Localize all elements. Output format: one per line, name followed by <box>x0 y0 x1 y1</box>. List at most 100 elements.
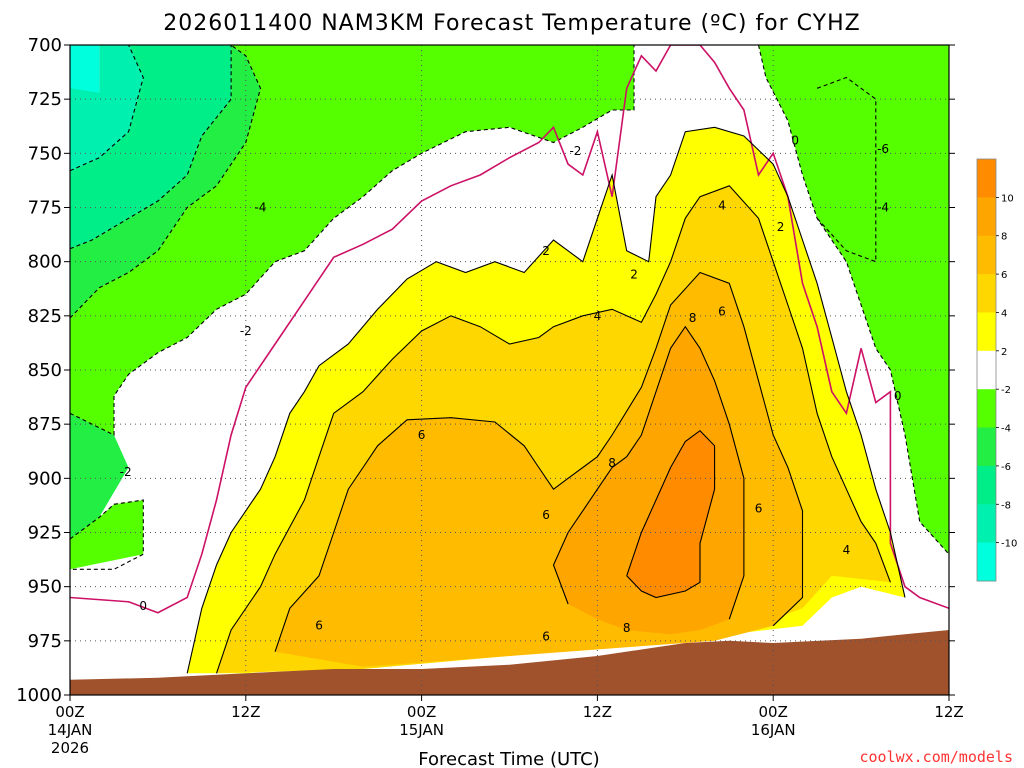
temp-region--4 <box>70 413 129 539</box>
contour-label: 8 <box>608 456 616 470</box>
contour-line <box>70 45 262 319</box>
contour-label: -2 <box>569 144 581 158</box>
contour-line <box>274 271 804 652</box>
contour-label: -6 <box>877 142 889 156</box>
chart-title: 2026011400 NAM3KM Forecast Temperature (… <box>163 11 860 36</box>
y-tick-label: 925 <box>28 523 62 544</box>
contour-label: 8 <box>623 621 631 635</box>
colorbar-label: 4 <box>1001 308 1007 319</box>
contour-label: 6 <box>718 305 726 319</box>
y-tick-label: 975 <box>28 631 62 652</box>
contour-label: 6 <box>542 630 550 644</box>
contour-line <box>70 45 949 614</box>
contour-label: 2 <box>542 244 550 258</box>
y-tick-label: 825 <box>28 306 62 327</box>
colorbar-swatch <box>977 235 996 275</box>
colorbar-label: -8 <box>1001 500 1011 511</box>
colorbar-swatch <box>977 274 996 313</box>
contour-label: 0 <box>139 599 147 613</box>
x-tick-time: 00Z <box>407 703 436 721</box>
contour-label: -4 <box>254 201 266 215</box>
x-tick-time: 12Z <box>231 703 260 721</box>
colorbar-swatch <box>977 427 996 467</box>
contour-line <box>757 45 949 555</box>
y-tick-label: 800 <box>28 252 62 273</box>
contour-label: 8 <box>689 311 697 325</box>
colorbar-swatch <box>977 159 996 198</box>
colorbar-label: -6 <box>1001 462 1011 473</box>
contour-label: 6 <box>418 428 426 442</box>
contour-label: 4 <box>594 309 602 323</box>
contour-label: 0 <box>791 133 799 147</box>
y-tick-label: 950 <box>28 577 62 598</box>
colorbar-label: -10 <box>1001 539 1017 550</box>
contour-line <box>626 429 716 599</box>
y-tick-label: 775 <box>28 198 62 219</box>
x-tick-year: 2026 <box>51 739 89 757</box>
contour-label: -4 <box>877 201 889 215</box>
y-tick-label: 850 <box>28 360 62 381</box>
contour-label: 0 <box>894 389 902 403</box>
x-tick-time: 00Z <box>55 703 84 721</box>
temp-region--6 <box>70 45 232 249</box>
contour-label: 4 <box>843 543 851 557</box>
colorbar-swatch <box>977 389 996 429</box>
contour-label: 6 <box>315 619 323 633</box>
temp-region--10 <box>70 45 100 93</box>
contour-line <box>70 45 144 172</box>
y-tick-label: 900 <box>28 468 62 489</box>
y-tick-label: 750 <box>28 143 62 164</box>
y-tick-label: 725 <box>28 89 62 110</box>
colorbar-swatch <box>977 504 996 544</box>
ground-terrain <box>70 630 949 695</box>
x-tick-time: 00Z <box>759 703 788 721</box>
x-tick-date: 16JAN <box>751 721 796 739</box>
temp-region--2 <box>758 45 949 555</box>
colorbar-swatch <box>977 350 996 390</box>
contour-line <box>186 126 906 674</box>
contour-label: 6 <box>542 508 550 522</box>
contour-line <box>816 76 877 263</box>
contour-line <box>70 45 635 436</box>
source-credit: coolwx.com/models <box>859 748 1013 766</box>
colorbar-swatch <box>977 465 996 505</box>
contour-label: 6 <box>755 502 763 516</box>
colorbar-legend: 10 8 6 4 2 -2 -4 -6 -8 -10 <box>976 158 1017 582</box>
y-tick-label: 700 <box>28 35 62 56</box>
colorbar-label: 10 <box>1001 193 1014 204</box>
colorbar-swatch <box>977 197 996 237</box>
y-tick-label: 1000 <box>16 685 62 706</box>
x-tick-date: 15JAN <box>399 721 444 739</box>
temp-region-10 <box>626 430 715 598</box>
temp-region--2 <box>70 500 144 570</box>
y-tick-label: 875 <box>28 414 62 435</box>
contour-label: 2 <box>630 268 638 282</box>
colorbar-frame <box>976 158 997 582</box>
contour-label: 4 <box>718 198 726 212</box>
temperature-fill-regions <box>70 45 949 695</box>
isotherm-contours <box>70 45 949 674</box>
temp-region--8 <box>70 45 144 171</box>
colorbar-swatch <box>977 312 996 352</box>
temp-region--2 <box>70 45 634 435</box>
contour-line <box>70 45 232 250</box>
contour-line <box>70 499 144 570</box>
contour-label: -2 <box>240 324 252 338</box>
colorbar-swatch <box>977 542 996 582</box>
ground-layer <box>70 630 949 695</box>
colorbar-label: 6 <box>1001 270 1007 281</box>
x-tick-date: 14JAN <box>48 721 93 739</box>
contour-line <box>215 185 891 674</box>
x-axis-label: Forecast Time (UTC) <box>418 749 599 768</box>
contour-label: -2 <box>120 465 132 479</box>
x-tick-time: 12Z <box>934 703 963 721</box>
colorbar-label: -2 <box>1001 385 1011 396</box>
contour-line <box>552 325 745 620</box>
colorbar-label: 8 <box>1001 232 1007 243</box>
colorbar-label: 2 <box>1001 347 1007 358</box>
contour-label: 2 <box>777 220 785 234</box>
x-tick-time: 12Z <box>583 703 612 721</box>
